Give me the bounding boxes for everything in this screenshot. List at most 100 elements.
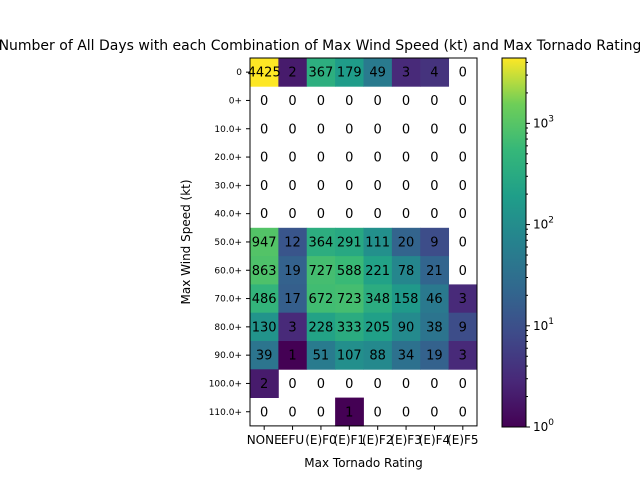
cell-value-label: 221	[365, 264, 390, 279]
cell-value-label: 0	[374, 179, 382, 194]
heatmap-cell	[278, 58, 308, 87]
heatmap-cell	[306, 256, 336, 285]
heatmap-cell	[420, 227, 450, 257]
cell-value-label: 0	[288, 122, 296, 137]
colorbar: 100 101 102 103	[501, 57, 554, 434]
cell-value-label: 0	[430, 207, 438, 222]
heatmap-cell	[363, 58, 393, 87]
cell-value-label: 0	[317, 405, 325, 420]
cell-value-label: 0	[402, 377, 410, 392]
y-axis-label: Max Wind Speed (kt)	[179, 179, 193, 304]
cell-value-label: 20	[398, 235, 415, 250]
x-tick-label: NONE	[247, 433, 282, 447]
heatmap-cell	[306, 312, 336, 342]
heatmap-cell	[335, 397, 364, 427]
y-tick-label: 0+	[229, 96, 242, 106]
cell-value-label: 0	[459, 151, 467, 166]
heatmap-cell	[391, 284, 421, 314]
y-tick-label: 50.0+	[214, 238, 242, 248]
cell-value-label: 17	[284, 292, 301, 307]
cell-value-label: 0	[430, 151, 438, 166]
cell-value-label: 0	[288, 377, 296, 392]
y-tick-label: 100.0+	[209, 379, 242, 389]
cell-value-label: 0	[288, 94, 296, 109]
cell-value-label: 348	[365, 292, 390, 307]
cell-value-label: 9	[430, 235, 438, 250]
cell-value-label: 21	[426, 264, 443, 279]
cell-value-label: 179	[337, 66, 362, 81]
cell-value-label: 0	[430, 179, 438, 194]
cell-value-label: 0	[260, 122, 268, 137]
heatmap-cell	[391, 341, 421, 370]
cell-value-label: 111	[365, 235, 390, 250]
cell-value-label: 0	[260, 151, 268, 166]
cell-value-label: 0	[317, 151, 325, 166]
heatmap-cell	[335, 227, 364, 257]
cell-value-label: 2	[260, 377, 268, 392]
heatmap-cell	[448, 312, 478, 342]
cell-value-label: 3	[459, 349, 467, 364]
cell-value-label: 0	[402, 207, 410, 222]
heatmap-cell	[363, 341, 393, 370]
cell-value-label: 588	[337, 264, 362, 279]
cell-value-label: 0	[374, 94, 382, 109]
cell-value-label: 19	[284, 264, 301, 279]
cell-value-label: 0	[459, 66, 467, 81]
cell-value-label: 0	[459, 405, 467, 420]
heatmap-cell	[250, 256, 279, 285]
heatmap-cell	[420, 284, 450, 314]
cell-value-label: 4425	[248, 66, 281, 81]
cell-value-label: 0	[317, 94, 325, 109]
heatmap-cell	[420, 341, 450, 370]
cell-value-label: 367	[309, 66, 334, 81]
cell-value-label: 863	[252, 264, 277, 279]
cell-value-label: 0	[345, 151, 353, 166]
cell-value-label: 3	[459, 292, 467, 307]
heatmap-cell	[278, 341, 308, 370]
cell-value-label: 0	[430, 122, 438, 137]
x-tick-label: EFU	[281, 433, 304, 447]
y-tick-label: 0	[236, 68, 242, 78]
y-tick-label: 60.0+	[214, 266, 242, 276]
heatmap-cell	[391, 256, 421, 285]
cell-value-label: 46	[426, 292, 443, 307]
cell-value-labels: 4425 2 367 179 49 3 4 00 0 0 0 0 0 0 00 0 0 0 0 0 0 00 0 0 0 0 0 0 0…	[248, 66, 467, 421]
heatmap-cell	[250, 312, 279, 342]
cell-value-label: 2	[288, 66, 296, 81]
cell-value-label: 0	[374, 122, 382, 137]
heatmap-cell	[335, 341, 364, 370]
heatmap-cell	[250, 369, 279, 398]
heatmap-cell	[363, 227, 393, 257]
cell-value-label: 88	[369, 349, 386, 364]
cell-value-label: 130	[252, 320, 277, 335]
cell-value-label: 486	[252, 292, 277, 307]
cell-value-label: 1	[345, 405, 353, 420]
cell-value-label: 0	[317, 122, 325, 137]
heatmap-cell	[391, 227, 421, 257]
cell-value-label: 205	[365, 320, 390, 335]
cell-value-label: 12	[284, 235, 301, 250]
cell-value-label: 78	[398, 264, 415, 279]
cell-value-label: 0	[402, 94, 410, 109]
heatmap-cell	[420, 256, 450, 285]
heatmap-cell	[363, 256, 393, 285]
cell-value-label: 723	[337, 292, 362, 307]
chart-title: Number of All Days with each Combination…	[0, 38, 640, 54]
cell-value-label: 0	[260, 94, 268, 109]
x-tick-label: (E)F2	[362, 433, 393, 447]
cell-value-label: 51	[313, 349, 330, 364]
heatmap-cell	[250, 341, 279, 370]
cell-value-label: 1	[288, 349, 296, 364]
x-axis: NONE EFU (E)F0(E)F1(E)F2(E)F3(E)F4(E)F5	[247, 425, 479, 447]
heatmap-cell	[306, 284, 336, 314]
heatmap-cell	[278, 312, 308, 342]
cell-value-label: 0	[459, 122, 467, 137]
cell-value-label: 107	[337, 349, 362, 364]
cell-value-label: 0	[374, 151, 382, 166]
cell-value-label: 4	[430, 66, 438, 81]
cell-value-label: 333	[337, 320, 362, 335]
cell-value-label: 0	[345, 377, 353, 392]
heatmap-cell	[363, 312, 393, 342]
cell-value-label: 90	[398, 320, 415, 335]
y-tick-label: 90.0+	[214, 351, 242, 361]
